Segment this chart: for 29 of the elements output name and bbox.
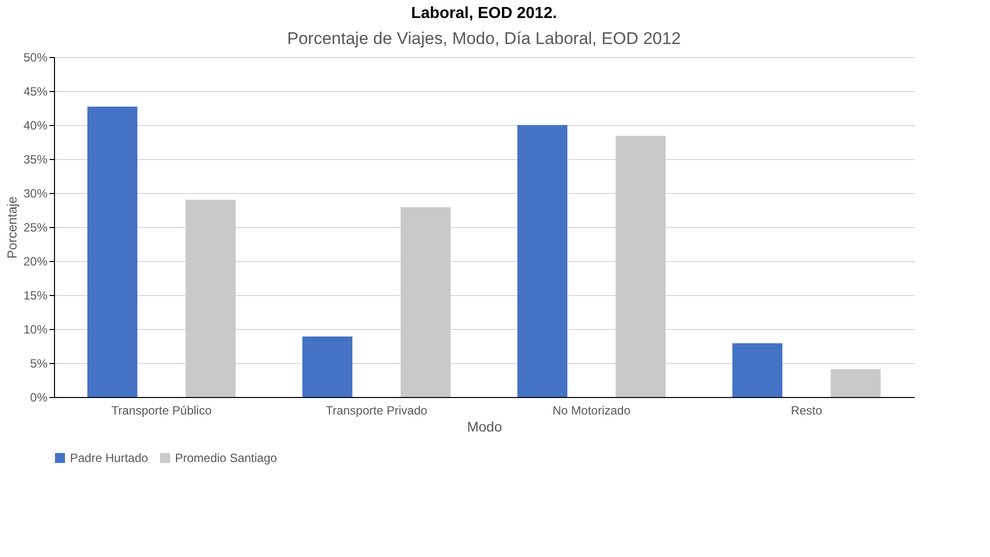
x-tick-label: No Motorizado — [552, 404, 631, 418]
y-axis-title: Porcentaje — [4, 196, 20, 259]
y-tick-label: 30% — [23, 186, 48, 200]
y-tick-label: 45% — [23, 84, 48, 98]
bar — [186, 200, 236, 397]
bar — [732, 343, 782, 397]
y-tick-label: 10% — [23, 322, 48, 336]
y-tick-label: 5% — [30, 356, 48, 370]
legend-label: Promedio Santiago — [175, 451, 278, 465]
y-tick-label: 0% — [30, 390, 48, 404]
bar — [616, 136, 666, 397]
y-tick-label: 15% — [23, 288, 48, 302]
y-tick-label: 35% — [23, 152, 48, 166]
text: Laboral, EOD 2012. — [411, 5, 557, 22]
y-tick-label: 25% — [23, 220, 48, 234]
bar — [302, 336, 352, 397]
bar — [517, 125, 568, 397]
y-tick-label: 20% — [23, 254, 48, 268]
chart-title: Porcentaje de Viajes, Modo, Día Laboral, EOD 2012 — [287, 29, 681, 48]
legend-label: Padre Hurtado — [70, 451, 148, 465]
bar — [400, 207, 451, 397]
x-tick-label: Resto — [790, 404, 822, 418]
y-tick-label: 40% — [23, 118, 48, 132]
x-tick-label: Transporte Privado — [326, 404, 428, 418]
bar — [830, 369, 881, 397]
x-tick-label: Transporte Público — [111, 404, 212, 418]
x-axis-title: Modo — [466, 418, 502, 434]
y-tick-label: 50% — [23, 50, 48, 64]
bar — [87, 106, 138, 397]
